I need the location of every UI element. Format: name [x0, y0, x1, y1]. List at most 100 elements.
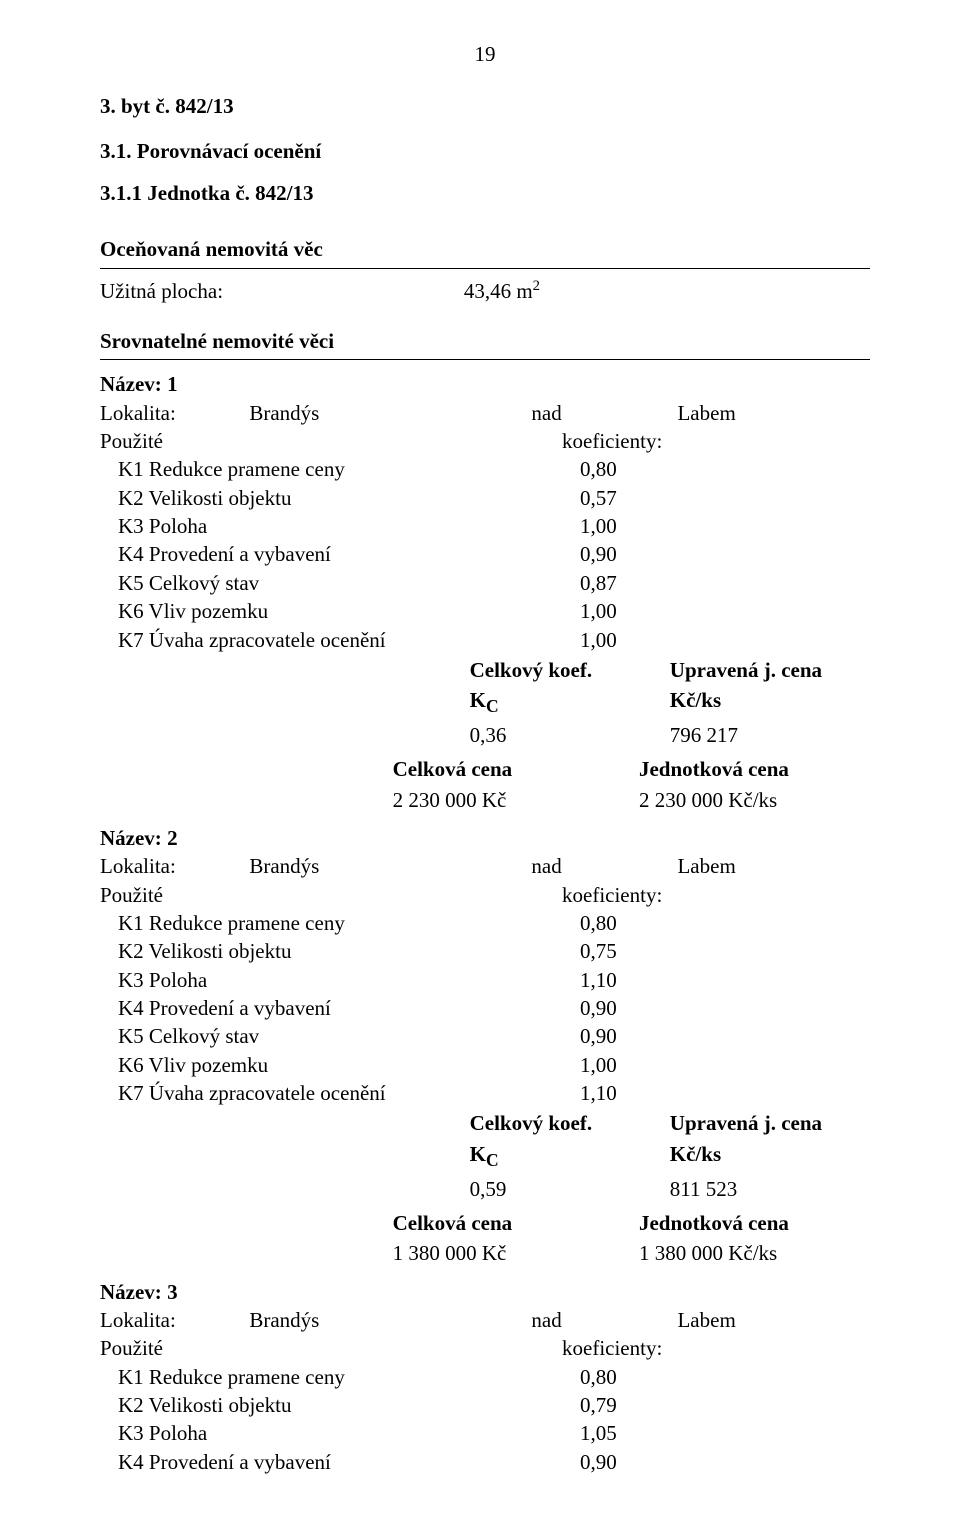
- kcks-label: Kč/ks: [670, 686, 870, 719]
- used-label: Použité: [100, 881, 562, 909]
- k5-value: 0,87: [580, 569, 734, 597]
- name-label: Název:: [100, 826, 162, 850]
- kc-value: 0,36: [470, 721, 670, 749]
- k3-label: K3 Poloha: [100, 966, 580, 994]
- appraised-heading: Oceňovaná nemovitá věc: [100, 235, 870, 263]
- result-header: Celkový koef. Upravená j. cena: [100, 656, 870, 684]
- k6-row: K6 Vliv pozemku1,00: [100, 597, 870, 625]
- koefs-label: koeficienty:: [562, 1334, 870, 1362]
- k2-label: K2 Velikosti objektu: [100, 937, 580, 965]
- uprav-cena-label: Upravená j. cena: [670, 1109, 870, 1137]
- jednotkova-label: Jednotková cena: [639, 1209, 870, 1237]
- kc-sub: C: [486, 1150, 499, 1170]
- entry-name: Název: 1: [100, 370, 870, 398]
- k5-value: 0,90: [580, 1022, 734, 1050]
- result-values: 0,59 811 523: [100, 1175, 870, 1203]
- k3-row: K3 Poloha1,05: [100, 1419, 870, 1447]
- used-label: Použité: [100, 427, 562, 455]
- k4-value: 0,90: [580, 994, 734, 1022]
- kc-k: K: [470, 688, 486, 712]
- k2-value: 0,75: [580, 937, 734, 965]
- divider: [100, 359, 870, 360]
- k1-value: 0,80: [580, 455, 734, 483]
- comparable-heading: Srovnatelné nemovité věci: [100, 327, 870, 355]
- k5-label: K5 Celkový stav: [100, 569, 580, 597]
- price-values: 2 230 000 Kč 2 230 000 Kč/ks: [100, 786, 870, 814]
- price-values: 1 380 000 Kč 1 380 000 Kč/ks: [100, 1239, 870, 1267]
- entry-name: Název: 2: [100, 824, 870, 852]
- k4-label: K4 Provedení a vybavení: [100, 994, 580, 1022]
- k6-label: K6 Vliv pozemku: [100, 597, 580, 625]
- k2-row: K2 Velikosti objektu0,75: [100, 937, 870, 965]
- upcena-value: 796 217: [670, 721, 870, 749]
- k5-row: K5 Celkový stav0,87: [100, 569, 870, 597]
- entry-name: Název: 3: [100, 1278, 870, 1306]
- k1-value: 0,80: [580, 1363, 734, 1391]
- k7-label: K7 Úvaha zpracovatele ocenění: [100, 1079, 580, 1107]
- price-header: Celková cena Jednotková cena: [100, 1209, 870, 1237]
- k7-value: 1,00: [580, 626, 734, 654]
- subsection-title: 3.1. Porovnávací ocenění: [100, 137, 870, 165]
- jednotkova-value: 2 230 000 Kč/ks: [639, 786, 870, 814]
- k4-row: K4 Provedení a vybavení0,90: [100, 1448, 870, 1476]
- k3-label: K3 Poloha: [100, 512, 580, 540]
- k5-label: K5 Celkový stav: [100, 1022, 580, 1050]
- jednotkova-value: 1 380 000 Kč/ks: [639, 1239, 870, 1267]
- k4-row: K4 Provedení a vybavení0,90: [100, 994, 870, 1022]
- kc-value: 0,59: [470, 1175, 670, 1203]
- comparable-entry: Název: 2 Lokalita: Brandýs nad Labem Pou…: [100, 824, 870, 1268]
- locality-mid: nad: [416, 399, 678, 427]
- k5-row: K5 Celkový stav0,90: [100, 1022, 870, 1050]
- uprav-cena-label: Upravená j. cena: [670, 656, 870, 684]
- locality-end: Labem: [677, 399, 870, 427]
- locality-label: Lokalita:: [100, 401, 176, 425]
- locality-city: Brandýs: [249, 854, 319, 878]
- locality-end: Labem: [677, 1306, 870, 1334]
- usable-area-num: 43,46 m: [464, 279, 533, 303]
- celkova-label: Celková cena: [393, 1209, 639, 1237]
- k6-label: K6 Vliv pozemku: [100, 1051, 580, 1079]
- k1-row: K1 Redukce pramene ceny0,80: [100, 909, 870, 937]
- k7-row: K7 Úvaha zpracovatele ocenění1,00: [100, 626, 870, 654]
- k6-row: K6 Vliv pozemku1,00: [100, 1051, 870, 1079]
- k2-label: K2 Velikosti objektu: [100, 484, 580, 512]
- kc-sub: C: [486, 696, 499, 716]
- k3-value: 1,05: [580, 1419, 734, 1447]
- k7-value: 1,10: [580, 1079, 734, 1107]
- k2-row: K2 Velikosti objektu0,57: [100, 484, 870, 512]
- k7-label: K7 Úvaha zpracovatele ocenění: [100, 626, 580, 654]
- kc-symbol: KC: [470, 686, 670, 719]
- kcks-label: Kč/ks: [670, 1140, 870, 1173]
- name-label: Název:: [100, 1280, 162, 1304]
- k1-label: K1 Redukce pramene ceny: [100, 909, 580, 937]
- k2-label: K2 Velikosti objektu: [100, 1391, 580, 1419]
- k4-value: 0,90: [580, 1448, 734, 1476]
- celkova-value: 2 230 000 Kč: [393, 786, 639, 814]
- k2-value: 0,57: [580, 484, 734, 512]
- locality-mid: nad: [416, 1306, 678, 1334]
- koef-header: Použité koeficienty:: [100, 427, 870, 455]
- comparable-entry: Název: 1 Lokalita: Brandýs nad Labem Pou…: [100, 370, 870, 814]
- celk-koef-label: Celkový koef.: [470, 656, 670, 684]
- name-number: 2: [167, 826, 178, 850]
- locality-label: Lokalita:: [100, 1308, 176, 1332]
- k4-value: 0,90: [580, 540, 734, 568]
- page-number: 19: [100, 40, 870, 68]
- comparable-entry: Název: 3 Lokalita: Brandýs nad Labem Pou…: [100, 1278, 870, 1476]
- koefs-label: koeficienty:: [562, 427, 870, 455]
- upcena-value: 811 523: [670, 1175, 870, 1203]
- k4-label: K4 Provedení a vybavení: [100, 540, 580, 568]
- koef-header: Použité koeficienty:: [100, 881, 870, 909]
- divider: [100, 268, 870, 269]
- result-header: Celkový koef. Upravená j. cena: [100, 1109, 870, 1137]
- k3-row: K3 Poloha1,10: [100, 966, 870, 994]
- celk-koef-label: Celkový koef.: [470, 1109, 670, 1137]
- k1-value: 0,80: [580, 909, 734, 937]
- k2-value: 0,79: [580, 1391, 734, 1419]
- k1-label: K1 Redukce pramene ceny: [100, 455, 580, 483]
- result-values: 0,36 796 217: [100, 721, 870, 749]
- price-header: Celková cena Jednotková cena: [100, 755, 870, 783]
- name-label: Název:: [100, 372, 162, 396]
- locality-mid: nad: [416, 852, 678, 880]
- k1-row: K1 Redukce pramene ceny0,80: [100, 1363, 870, 1391]
